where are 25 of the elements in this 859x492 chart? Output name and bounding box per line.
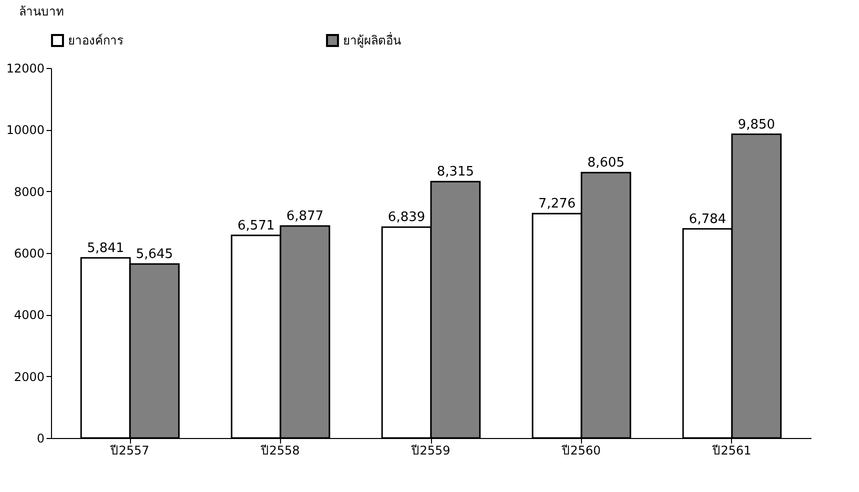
x-tick-label: ปี2559 xyxy=(410,444,450,458)
y-axis-title: ล้านบาท xyxy=(19,4,64,18)
data-label: 5,645 xyxy=(136,246,174,262)
y-tick-label: 10000 xyxy=(6,123,44,138)
y-tick-label: 2000 xyxy=(14,370,44,384)
data-label: 7,276 xyxy=(538,196,576,212)
x-tick-label: ปี2561 xyxy=(712,444,752,458)
data-label: 9,850 xyxy=(738,117,776,132)
data-label: 5,841 xyxy=(86,240,124,256)
x-tick-label: ปี2560 xyxy=(561,444,601,458)
data-label: 8,315 xyxy=(436,164,474,180)
x-tick-label: ปี2558 xyxy=(260,444,300,458)
y-tick-label: 8000 xyxy=(14,184,44,199)
x-tick-label: ปี2557 xyxy=(110,444,150,458)
data-label: 6,877 xyxy=(286,208,324,224)
y-tick-label: 0 xyxy=(36,432,44,446)
y-tick-label: 4000 xyxy=(14,308,44,322)
legend-label: ยาองค์การ xyxy=(68,34,124,48)
data-label: 6,839 xyxy=(388,210,426,226)
y-tick-label: 12000 xyxy=(6,62,44,76)
data-label: 6,784 xyxy=(688,212,726,227)
data-label: 6,571 xyxy=(237,218,275,234)
data-label: 8,605 xyxy=(587,156,625,171)
y-tick-label: 6000 xyxy=(14,246,44,260)
legend-label: ยาผู้ผลิตอื่น xyxy=(343,32,401,49)
